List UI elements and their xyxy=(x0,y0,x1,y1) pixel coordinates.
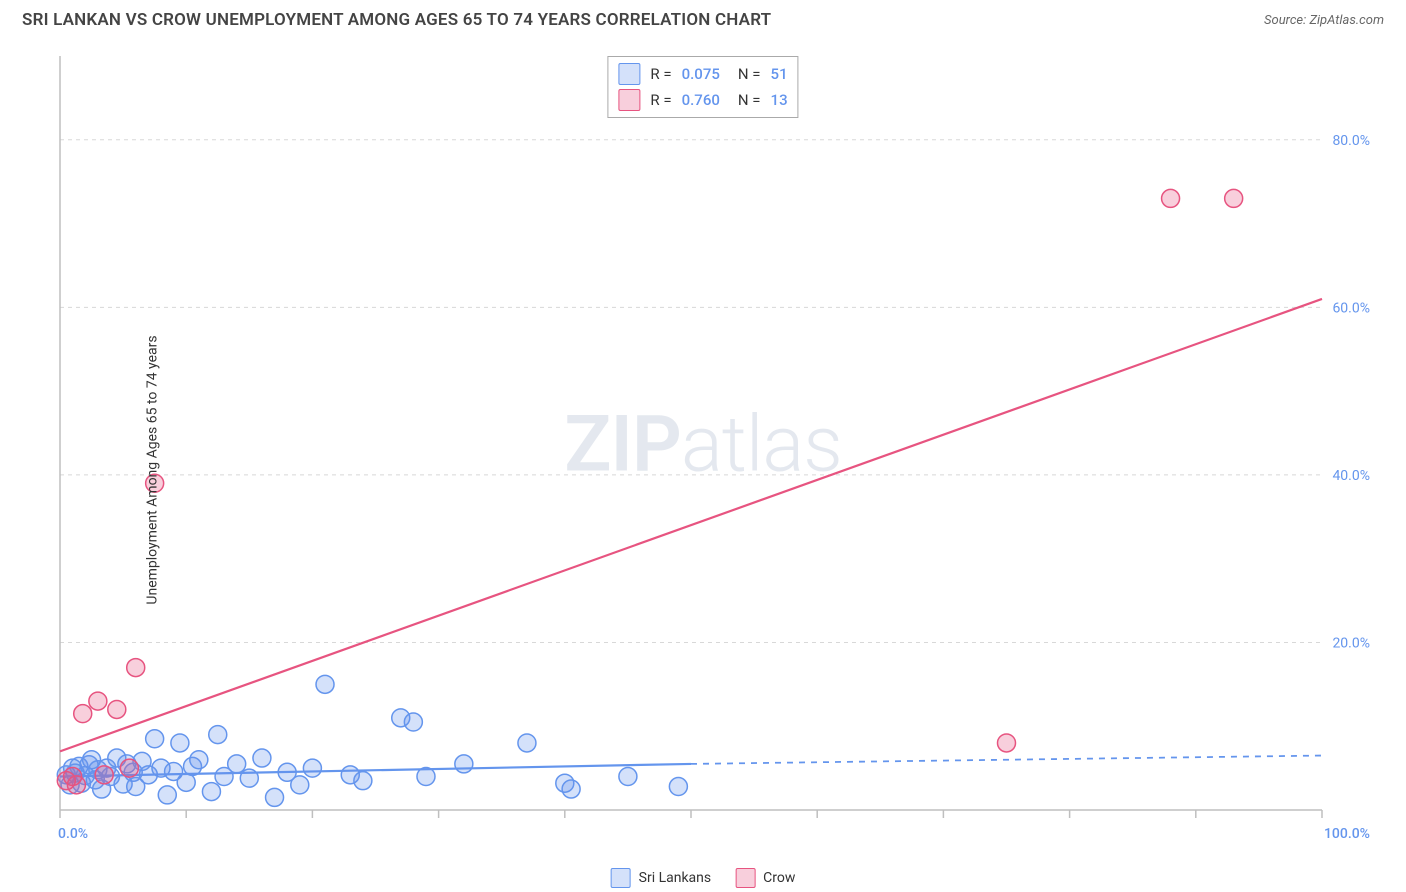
svg-text:0.0%: 0.0% xyxy=(58,826,88,842)
svg-text:80.0%: 80.0% xyxy=(1332,133,1370,149)
stats-row-sri-lankan: R = 0.075 N = 51 xyxy=(618,61,787,87)
y-axis-label: Unemployment Among Ages 65 to 74 years xyxy=(145,335,161,604)
legend-item-sri-lankan: Sri Lankans xyxy=(611,868,712,888)
legend-item-crow: Crow xyxy=(735,868,795,888)
stats-row-crow: R = 0.760 N = 13 xyxy=(618,87,787,113)
svg-text:60.0%: 60.0% xyxy=(1332,300,1370,316)
series-legend: Sri Lankans Crow xyxy=(611,868,796,888)
scatter-chart: 20.0% 40.0% 60.0% 80.0% 0.0% 100.0% xyxy=(22,48,1384,868)
chart-title: SRI LANKAN VS CROW UNEMPLOYMENT AMONG AG… xyxy=(22,10,771,30)
chart-area: Unemployment Among Ages 65 to 74 years 2… xyxy=(22,48,1384,892)
source-credit: Source: ZipAtlas.com xyxy=(1264,13,1384,28)
svg-text:100.0%: 100.0% xyxy=(1324,826,1370,842)
svg-text:40.0%: 40.0% xyxy=(1332,468,1370,484)
svg-text:20.0%: 20.0% xyxy=(1332,635,1370,651)
stats-legend: R = 0.075 N = 51 R = 0.760 N = 13 xyxy=(607,56,798,118)
